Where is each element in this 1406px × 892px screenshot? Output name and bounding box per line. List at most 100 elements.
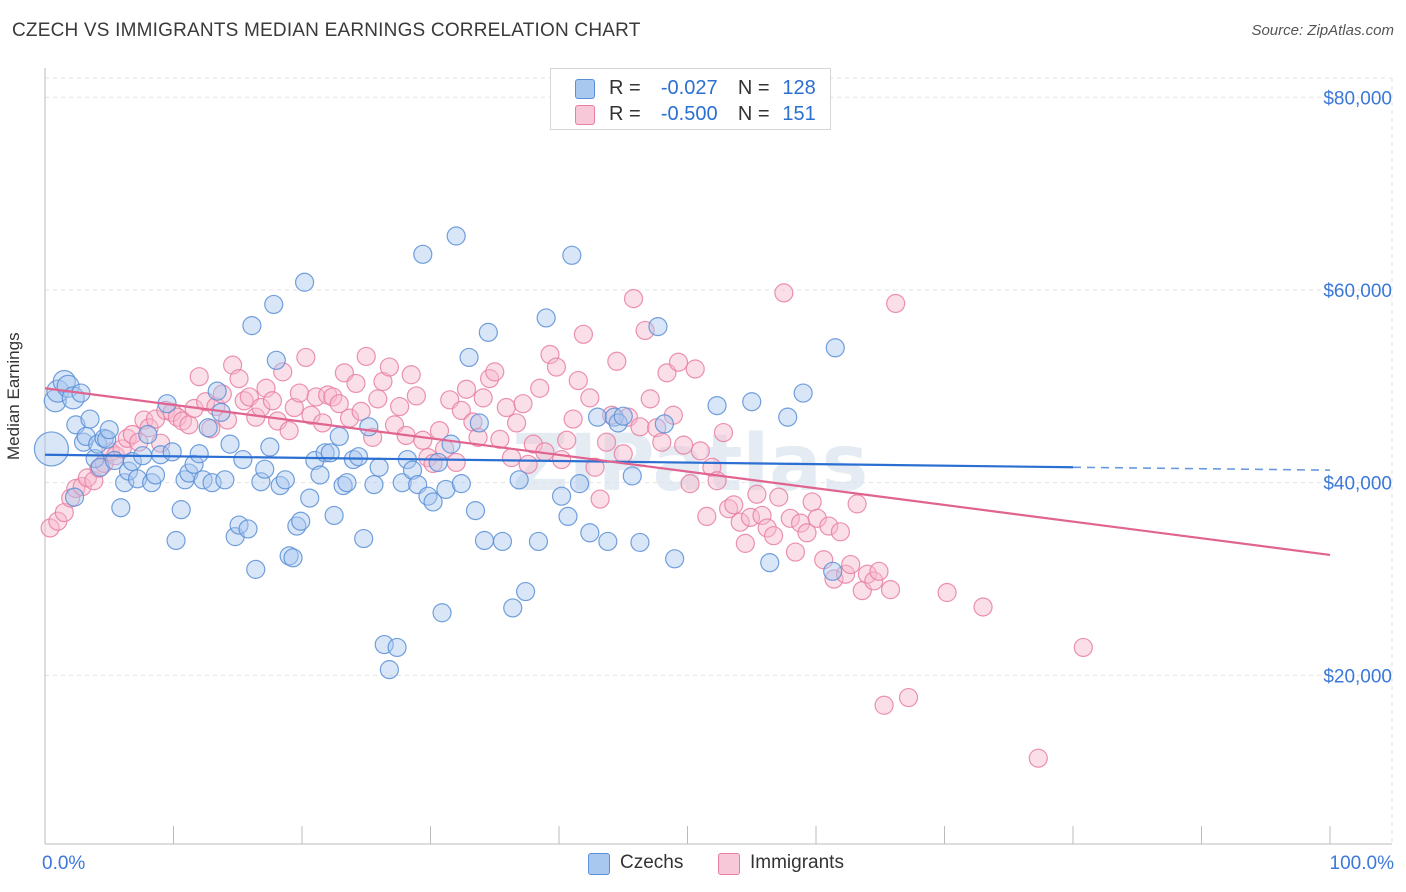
immigrants-point [122, 424, 142, 445]
immigrants-point [780, 508, 800, 528]
immigrants-point [697, 506, 717, 527]
immigrants-point [117, 428, 137, 448]
czechs-point [300, 488, 320, 508]
immigrants-point [234, 391, 254, 411]
czechs-point [654, 414, 674, 434]
czechs-trend-extension [1072, 466, 1331, 471]
czechs-point [207, 381, 227, 401]
czechs-legend-swatch [588, 853, 610, 875]
immigrants-point [596, 432, 617, 452]
immigrants-point [874, 695, 894, 715]
immigrants-point [546, 357, 567, 377]
immigrants-point [506, 413, 527, 433]
chart-title: CZECH VS IMMIGRANTS MEDIAN EARNINGS CORR… [12, 20, 641, 41]
czechs-point [622, 466, 642, 486]
immigrants-point [747, 484, 767, 504]
czechs-point [151, 445, 171, 465]
immigrants-point [368, 389, 388, 409]
czechs-point [562, 245, 582, 265]
czechs-point [478, 322, 498, 342]
immigrants-point [847, 494, 867, 514]
czechs-point [441, 434, 461, 454]
n-value: 151 [782, 103, 816, 125]
immigrants-point [356, 346, 376, 367]
immigrants-point [713, 422, 734, 443]
czechs-point [760, 553, 780, 573]
czechs-point [630, 532, 650, 553]
immigrants-point [530, 378, 550, 398]
immigrants-point [563, 409, 583, 429]
immigrants-point [523, 434, 543, 454]
czechs-point [558, 506, 578, 527]
czechs-point [469, 413, 489, 433]
immigrants-point [1028, 748, 1048, 768]
r-value: -0.027 [660, 77, 718, 99]
czechs-point [348, 447, 369, 467]
czechs-point [255, 459, 275, 479]
immigrants-point [1073, 637, 1093, 658]
czechs-point [402, 460, 423, 480]
immigrants-point [580, 388, 600, 408]
immigrants-point [802, 492, 822, 512]
immigrants-point [937, 582, 957, 603]
immigrants-point [607, 351, 627, 371]
r-value: -0.500 [660, 103, 718, 125]
immigrants-point [112, 439, 132, 459]
y-tick-label: $80,000 [1323, 88, 1392, 109]
r-label: R = [609, 103, 641, 125]
legend-row-immigrants-text: R = -0.500 N = 151 [609, 103, 823, 126]
immigrants-point [390, 396, 410, 417]
czechs-point [793, 383, 813, 403]
czechs-point [465, 501, 486, 521]
czechs-point [80, 409, 100, 429]
axes [44, 68, 1392, 845]
czechs-point [266, 350, 286, 370]
czechs-point [432, 603, 452, 623]
czechs-point [707, 395, 727, 416]
czechs-point [162, 442, 182, 462]
immigrants-point [841, 554, 861, 575]
czechs-point [613, 406, 633, 426]
czechs-point [528, 531, 549, 552]
n-label: N = [737, 77, 770, 99]
czechs-point [138, 424, 158, 445]
czechs-point [580, 523, 600, 543]
immigrants-point [167, 407, 187, 427]
czechs-trend-line [44, 453, 1074, 469]
immigrants-point [463, 412, 483, 432]
czechs-point [329, 426, 349, 447]
immigrants-point [652, 432, 672, 452]
czechs-point [569, 474, 590, 494]
czechs-point [428, 452, 448, 473]
immigrants-point [680, 474, 700, 494]
immigrants-point [406, 386, 426, 406]
immigrants-point [401, 365, 421, 385]
czechs-point [364, 475, 384, 495]
czechs-point [474, 530, 495, 551]
czechs-point [551, 486, 572, 506]
immigrants-point [179, 415, 199, 435]
czechs-point [324, 505, 344, 526]
czechs-legend-label: Czechs [620, 852, 684, 873]
immigrants-point [189, 367, 209, 387]
czechs-points [33, 226, 845, 680]
czechs-point [198, 418, 218, 438]
immigrants-point [880, 580, 901, 600]
czechs-point [823, 561, 843, 581]
immigrants-point [757, 518, 777, 538]
immigrants-point [724, 495, 744, 515]
immigrants-point [690, 441, 710, 461]
czechs-point [648, 316, 668, 337]
czechs-point [127, 469, 148, 489]
czechs-point [387, 637, 407, 658]
czechs-point [778, 407, 798, 427]
immigrants-point [468, 427, 488, 447]
immigrants-point [513, 394, 533, 414]
immigrants-point [456, 379, 477, 399]
immigrants-point [730, 512, 750, 532]
chart-source: Source: ZipAtlas.com [1251, 22, 1394, 39]
czechs-point [283, 548, 303, 568]
czechs-point [242, 316, 262, 336]
immigrants-point [797, 523, 817, 543]
immigrants-point [418, 448, 438, 468]
